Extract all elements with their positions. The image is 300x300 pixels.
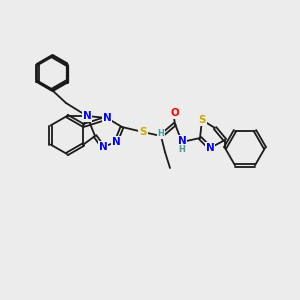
Text: N: N [112, 137, 120, 147]
Text: O: O [171, 108, 179, 118]
Text: H: H [178, 146, 185, 154]
Text: N: N [99, 142, 107, 152]
Text: H: H [158, 130, 164, 139]
Text: N: N [103, 113, 111, 123]
Text: S: S [198, 115, 206, 125]
Text: S: S [139, 127, 147, 137]
Text: N: N [206, 143, 214, 153]
Text: N: N [82, 111, 91, 121]
Text: N: N [178, 136, 186, 146]
